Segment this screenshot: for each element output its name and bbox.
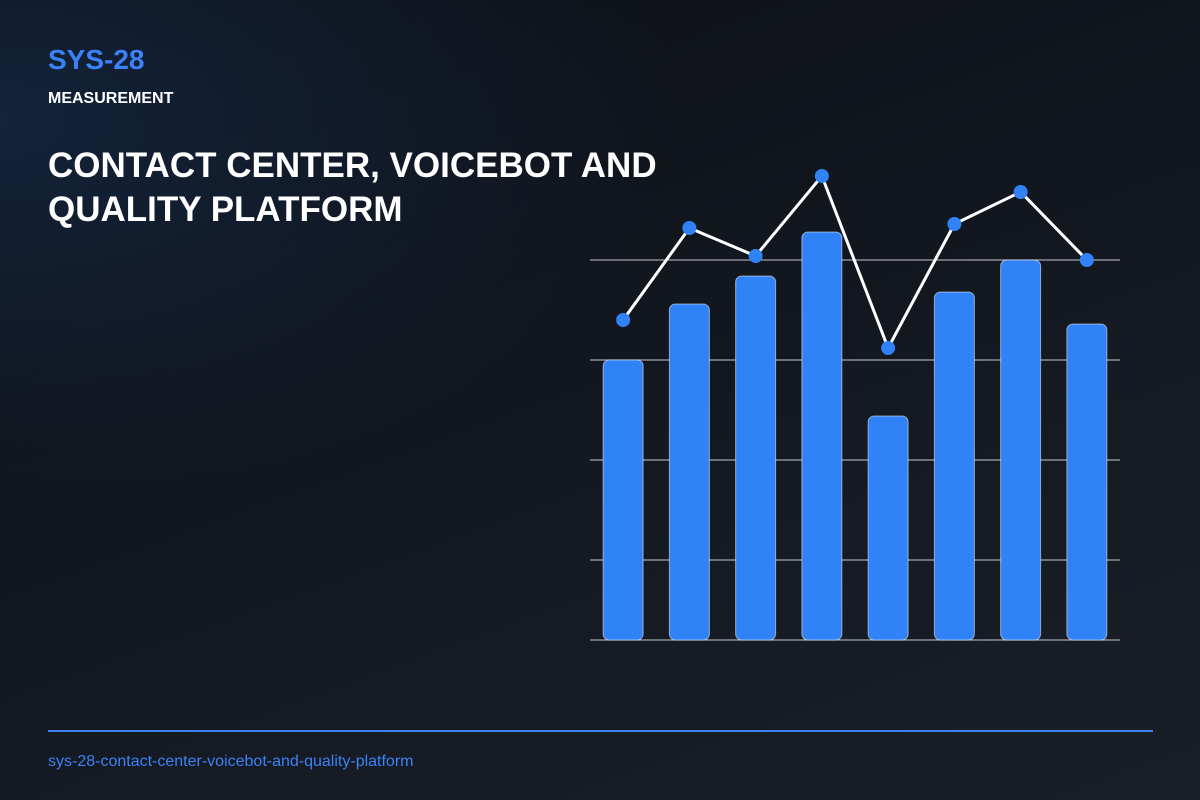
- bar: [1000, 259, 1042, 641]
- bar: [801, 231, 843, 641]
- page-title: CONTACT CENTER, VOICEBOT AND QUALITY PLA…: [48, 146, 657, 229]
- slug: sys-28-contact-center-voicebot-and-quali…: [48, 753, 414, 770]
- system-code: SYS-28: [48, 44, 145, 75]
- bar: [735, 275, 777, 641]
- divider: [48, 730, 1153, 732]
- bar: [1066, 323, 1108, 641]
- line-marker: [682, 221, 697, 235]
- line-marker: [748, 249, 763, 263]
- category: MEASUREMENT: [48, 90, 174, 107]
- bar: [602, 359, 644, 641]
- line-marker: [814, 169, 829, 183]
- bar: [867, 415, 909, 641]
- line: [621, 173, 1088, 352]
- line-marker: [947, 217, 962, 231]
- bar: [668, 303, 710, 641]
- bar: [933, 291, 975, 641]
- line-marker: [881, 341, 896, 355]
- line-marker: [1079, 253, 1094, 267]
- line-marker: [616, 313, 631, 327]
- line-marker: [1013, 185, 1028, 199]
